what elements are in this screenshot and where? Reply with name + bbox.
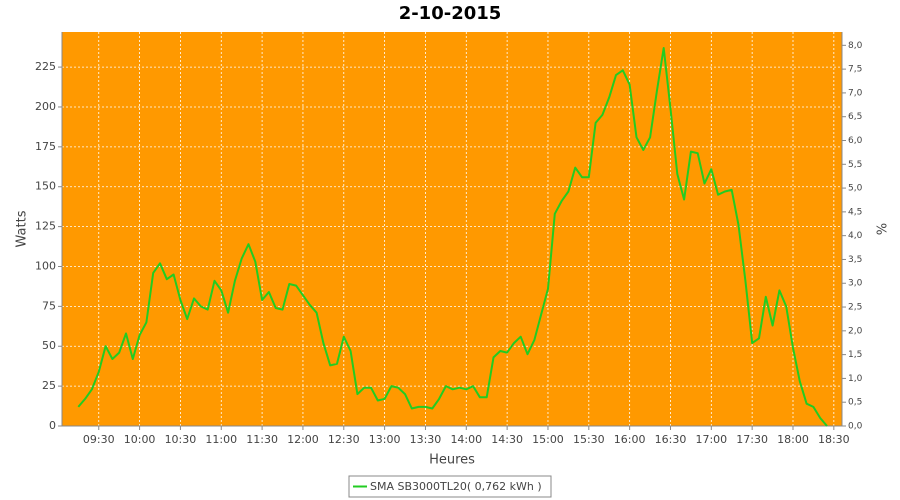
legend-label: SMA SB3000TL20( 0,762 kWh ) bbox=[370, 480, 542, 493]
y2-tick-label: 0,0 bbox=[848, 422, 863, 432]
x-tick-label: 18:30 bbox=[818, 433, 850, 446]
x-tick-label: 16:00 bbox=[614, 433, 646, 446]
y2-tick-label: 0,5 bbox=[848, 398, 862, 408]
y2-tick-label: 3,5 bbox=[848, 255, 862, 265]
line bbox=[77, 47, 828, 427]
y-tick-label: 225 bbox=[35, 60, 56, 73]
y2-tick-label: 4,0 bbox=[848, 231, 863, 241]
y2-tick-label: 4,5 bbox=[848, 207, 862, 217]
y-tick-label: 100 bbox=[35, 259, 56, 272]
y2-tick-label: 2,5 bbox=[848, 303, 862, 313]
x-tick-label: 10:00 bbox=[124, 433, 156, 446]
y2-tick-label: 6,0 bbox=[848, 136, 863, 146]
y2-tick-label: 2,0 bbox=[848, 326, 863, 336]
y-tick-label: 150 bbox=[35, 180, 56, 193]
y-tick-label: 25 bbox=[42, 379, 56, 392]
x-tick-label: 11:30 bbox=[246, 433, 278, 446]
x-tick-label: 12:00 bbox=[287, 433, 319, 446]
x-axis-title: Heures bbox=[429, 453, 475, 468]
x-tick-label: 12:30 bbox=[328, 433, 360, 446]
x-tick-label: 11:00 bbox=[205, 433, 237, 446]
y2-axis-title: % bbox=[873, 223, 888, 235]
x-tick-label: 17:30 bbox=[736, 433, 768, 446]
y2-tick-label: 7,0 bbox=[848, 88, 863, 98]
y2-tick-label: 1,0 bbox=[848, 374, 863, 384]
y2-tick-label: 6,5 bbox=[848, 112, 862, 122]
y-axis-title: Watts bbox=[15, 210, 30, 247]
y-tick-label: 0 bbox=[49, 419, 56, 432]
y-tick-label: 175 bbox=[35, 140, 56, 153]
y-tick-label: 125 bbox=[35, 220, 56, 233]
x-tick-label: 13:30 bbox=[410, 433, 442, 446]
y2-tick-label: 7,5 bbox=[848, 65, 862, 75]
x-tick-label: 09:30 bbox=[83, 433, 115, 446]
legend-box bbox=[348, 475, 552, 498]
y2-tick-label: 8,0 bbox=[848, 41, 863, 51]
chart-title: 2-10-2015 bbox=[399, 3, 502, 24]
y2-tick-label: 5,5 bbox=[848, 160, 862, 170]
y-tick-label: 50 bbox=[42, 339, 56, 352]
x-tick-label: 16:30 bbox=[655, 433, 687, 446]
y2-tick-label: 5,0 bbox=[848, 184, 863, 194]
x-tick-label: 10:30 bbox=[165, 433, 197, 446]
x-tick-label: 13:00 bbox=[369, 433, 401, 446]
y-tick-label: 75 bbox=[42, 299, 56, 312]
y2-tick-label: 3,0 bbox=[848, 279, 863, 289]
x-tick-label: 18:00 bbox=[777, 433, 809, 446]
y-tick-label: 200 bbox=[35, 100, 56, 113]
y2-tick-label: 1,5 bbox=[848, 350, 862, 360]
x-tick-label: 15:30 bbox=[573, 433, 605, 446]
plot-area bbox=[62, 32, 842, 426]
x-tick-label: 14:30 bbox=[491, 433, 523, 446]
x-tick-label: 14:00 bbox=[450, 433, 482, 446]
x-tick-label: 17:00 bbox=[695, 433, 727, 446]
x-tick-label: 15:00 bbox=[532, 433, 564, 446]
